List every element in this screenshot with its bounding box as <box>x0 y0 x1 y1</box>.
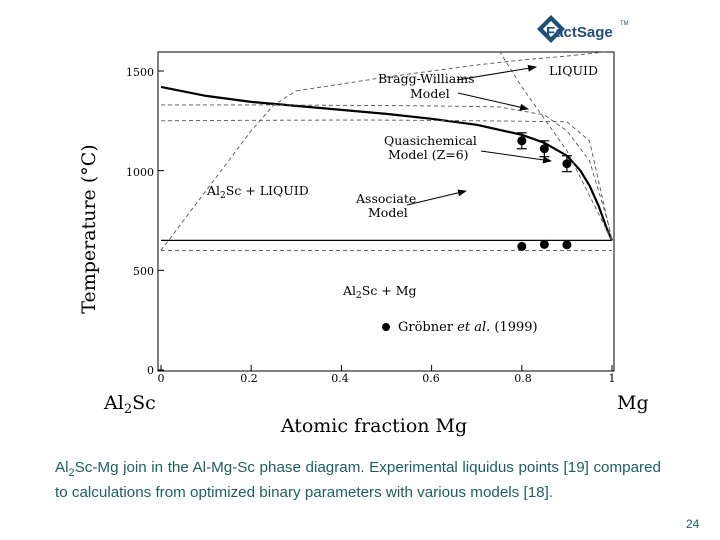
liquidus-data-point <box>539 144 549 154</box>
x-tick-label: 0.2 <box>240 372 258 385</box>
y-tick-label: 0 <box>147 364 154 377</box>
x-left-end-label: Al2Sc <box>103 392 156 417</box>
x-tick-label: 0.8 <box>514 372 532 385</box>
factsage-logo-tm: TM <box>620 21 629 27</box>
x-tick-label: 0.6 <box>422 372 440 385</box>
factsage-logo: FactSage TM <box>537 15 629 43</box>
liquidus-data-point <box>517 136 527 146</box>
associate-label: Associate <box>355 191 416 206</box>
quasichemical-label: Model (Z=6) <box>388 147 469 162</box>
liquidus-data-point <box>562 159 572 169</box>
bragg-williams-label: Bragg-Williams <box>378 71 475 86</box>
curve-group <box>160 52 614 251</box>
plot-frame <box>157 51 615 372</box>
factsage-logo-text: FactSage <box>546 24 613 41</box>
x-tick-label: 0.4 <box>331 372 349 385</box>
associate-label: Model <box>368 205 408 220</box>
page-number: 24 <box>686 517 700 531</box>
liquid-region-label: LIQUID <box>549 63 598 78</box>
y-tick-label: 1000 <box>126 166 154 179</box>
bragg-williams-arrow <box>457 92 529 111</box>
y-axis-title: Temperature (°C) <box>78 144 100 313</box>
bragg-williams-arrow <box>456 64 537 81</box>
y-tick-label: 500 <box>133 265 154 278</box>
series-line-3 <box>161 104 613 241</box>
solidus-data-point <box>562 240 572 250</box>
solidus-data-point <box>517 241 527 251</box>
x-axis-title: Atomic fraction Mg <box>280 415 467 437</box>
quasichemical-arrow <box>480 150 552 164</box>
x-tick-label: 0 <box>158 372 165 385</box>
x-tick-label: 1 <box>609 372 616 385</box>
axis-ticks <box>158 70 613 371</box>
lower-region-label: Al2Sc + Mg <box>342 283 417 301</box>
y-tick-label: 1500 <box>126 66 154 79</box>
legend-label: Gröbner et al. (1999) <box>398 320 538 335</box>
upper-region-label: Al2Sc + LIQUID <box>206 183 309 201</box>
experimental-points <box>516 132 572 251</box>
legend-marker <box>382 323 390 331</box>
figure-caption: Al2Sc-Mg join in the Al-Mg-Sc phase diag… <box>55 459 661 502</box>
series-line-2 <box>160 119 613 241</box>
phase-diagram-chart: 1500 1000 500 0 0 0.2 0.4 0.6 0.8 1 Al2S… <box>78 51 649 437</box>
quasichemical-label: Quasichemical <box>384 133 477 148</box>
solidus-data-point <box>539 239 549 249</box>
series-line-6 <box>499 52 613 241</box>
bragg-williams-label: Model <box>410 86 450 101</box>
associate-arrow <box>406 189 467 206</box>
series-line-4 <box>160 90 297 251</box>
x-right-end-label: Mg <box>617 392 649 414</box>
series-line-0 <box>160 85 614 241</box>
